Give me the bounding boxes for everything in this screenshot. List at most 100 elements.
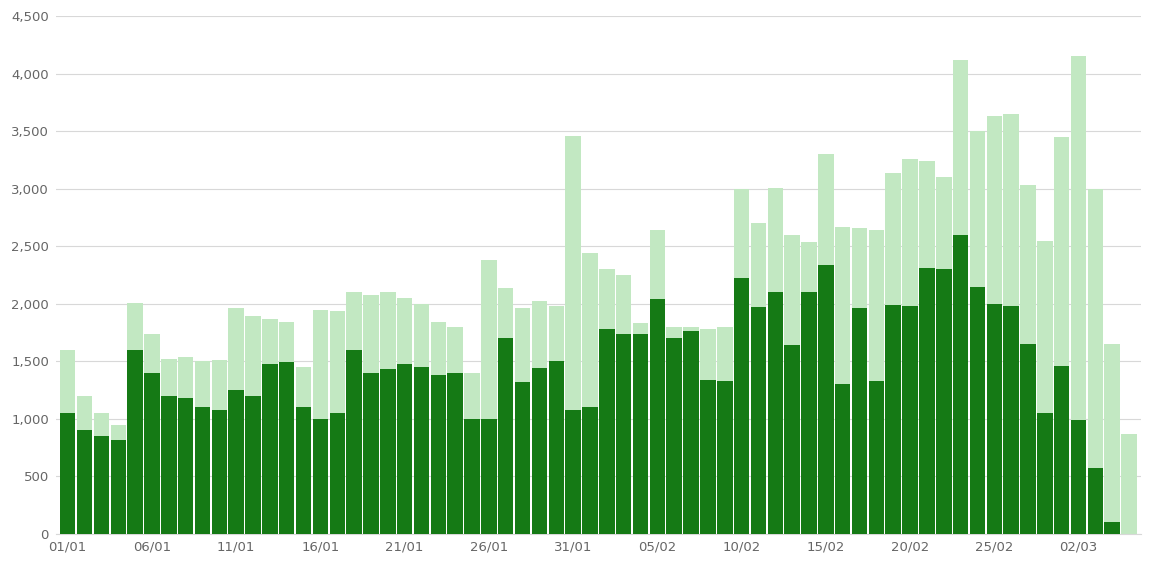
Bar xyxy=(498,338,514,534)
Bar xyxy=(751,223,766,534)
Bar xyxy=(902,306,918,534)
Bar xyxy=(616,275,631,534)
Bar xyxy=(683,332,699,534)
Bar xyxy=(751,307,766,534)
Bar xyxy=(1054,137,1069,534)
Bar xyxy=(937,270,952,534)
Bar xyxy=(616,334,631,534)
Bar xyxy=(296,407,311,534)
Bar xyxy=(195,362,211,534)
Bar xyxy=(717,327,733,534)
Bar xyxy=(886,173,901,534)
Bar xyxy=(263,364,278,534)
Bar xyxy=(161,396,176,534)
Bar xyxy=(93,413,109,534)
Bar xyxy=(380,292,395,534)
Bar xyxy=(970,286,985,534)
Bar xyxy=(60,413,76,534)
Bar xyxy=(582,253,598,534)
Bar xyxy=(1121,434,1137,534)
Bar xyxy=(869,230,884,534)
Bar xyxy=(1037,241,1053,534)
Bar xyxy=(919,161,934,534)
Bar xyxy=(851,228,867,534)
Bar xyxy=(212,360,227,534)
Bar xyxy=(818,264,834,534)
Bar xyxy=(228,390,244,534)
Bar xyxy=(1003,114,1018,534)
Bar xyxy=(279,363,295,534)
Bar xyxy=(767,292,783,534)
Bar xyxy=(937,177,952,534)
Bar xyxy=(582,407,598,534)
Bar xyxy=(177,398,194,534)
Bar xyxy=(1021,344,1036,534)
Bar xyxy=(515,382,530,534)
Bar xyxy=(1105,344,1120,534)
Bar xyxy=(296,367,311,534)
Bar xyxy=(667,327,682,534)
Bar xyxy=(902,159,918,534)
Bar xyxy=(566,410,581,534)
Bar xyxy=(532,302,547,534)
Bar xyxy=(347,292,362,534)
Bar xyxy=(93,436,109,534)
Bar xyxy=(363,373,379,534)
Bar xyxy=(650,299,665,534)
Bar xyxy=(970,131,985,534)
Bar xyxy=(785,234,799,534)
Bar xyxy=(734,279,749,534)
Bar xyxy=(482,419,497,534)
Bar xyxy=(818,154,834,534)
Bar xyxy=(177,357,194,534)
Bar xyxy=(464,373,479,534)
Bar xyxy=(60,350,76,534)
Bar xyxy=(380,370,395,534)
Bar xyxy=(498,288,514,534)
Bar xyxy=(128,303,143,534)
Bar xyxy=(212,410,227,534)
Bar xyxy=(347,350,362,534)
Bar xyxy=(548,306,564,534)
Bar xyxy=(886,305,901,534)
Bar xyxy=(1003,306,1018,534)
Bar xyxy=(363,294,379,534)
Bar xyxy=(548,362,564,534)
Bar xyxy=(77,396,92,534)
Bar xyxy=(245,316,260,534)
Bar xyxy=(515,308,530,534)
Bar xyxy=(1087,468,1104,534)
Bar xyxy=(77,431,92,534)
Bar xyxy=(767,188,783,534)
Bar xyxy=(279,322,295,534)
Bar xyxy=(919,268,934,534)
Bar xyxy=(632,334,649,534)
Bar xyxy=(532,368,547,534)
Bar xyxy=(869,381,884,534)
Bar xyxy=(397,298,412,534)
Bar xyxy=(599,329,614,534)
Bar xyxy=(802,292,817,534)
Bar xyxy=(566,136,581,534)
Bar xyxy=(228,308,244,534)
Bar xyxy=(700,329,715,534)
Bar xyxy=(111,440,126,534)
Bar xyxy=(851,308,867,534)
Bar xyxy=(986,304,1002,534)
Bar xyxy=(111,425,126,534)
Bar xyxy=(161,359,176,534)
Bar xyxy=(447,373,463,534)
Bar xyxy=(1105,523,1120,534)
Bar xyxy=(447,327,463,534)
Bar xyxy=(667,338,682,534)
Bar xyxy=(1037,413,1053,534)
Bar xyxy=(431,375,446,534)
Bar xyxy=(953,234,969,534)
Bar xyxy=(431,322,446,534)
Bar xyxy=(1071,420,1086,534)
Bar xyxy=(329,311,346,534)
Bar xyxy=(482,260,497,534)
Bar xyxy=(312,419,328,534)
Bar xyxy=(144,334,160,534)
Bar xyxy=(397,364,412,534)
